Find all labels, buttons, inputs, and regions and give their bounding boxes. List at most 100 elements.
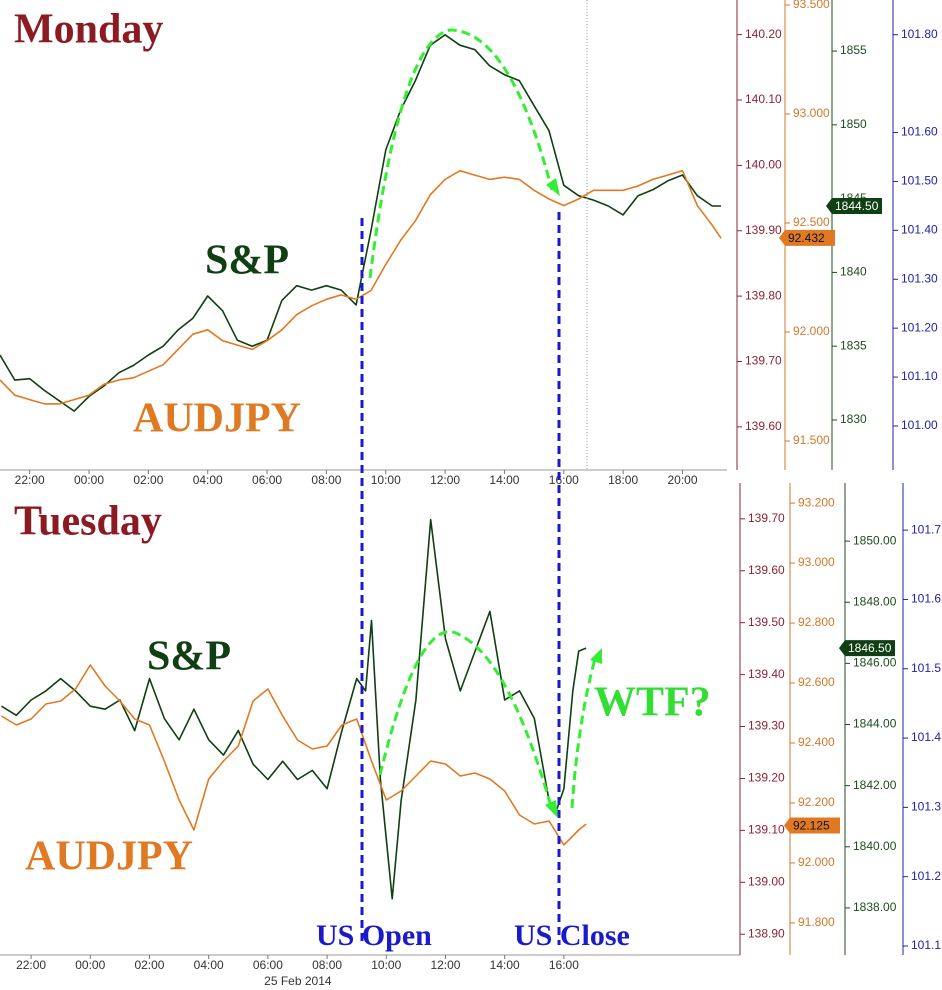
chart-title: Monday	[14, 7, 163, 53]
x-tick-label: 00:00	[75, 958, 105, 972]
y-tick-label: 1838.00	[853, 900, 897, 914]
y-tick-label: 140.20	[745, 27, 782, 41]
y-tick-label: 101.00	[901, 418, 938, 432]
series-line	[0, 169, 722, 405]
y-tick-label: 101.80	[901, 27, 938, 41]
x-tick-label: 16:00	[549, 958, 579, 972]
y-tick-label: 101.50	[901, 174, 938, 188]
last-value-label: 92.125	[793, 819, 830, 833]
x-tick-label: 02:00	[133, 473, 163, 487]
series-label: AUDJPY	[25, 834, 193, 880]
y-tick-label: 101.30	[901, 271, 938, 285]
y-tick-label: 1850.00	[853, 533, 897, 547]
y-tick-label: 1842.00	[853, 778, 897, 792]
y-tick-label: 139.60	[748, 563, 785, 577]
y-tick-label: 139.30	[748, 719, 785, 733]
y-tick-label: 92.400	[798, 735, 835, 749]
x-tick-label: 16:00	[549, 473, 579, 487]
y-tick-label: 101.4	[911, 730, 941, 744]
x-tick-label: 02:00	[134, 958, 164, 972]
y-tick-label: 1844.00	[853, 717, 897, 731]
y-tick-label: 92.200	[798, 795, 835, 809]
trend-arrows	[368, 28, 598, 811]
y-tick-label: 1830	[840, 412, 867, 426]
y-tick-label: 140.10	[745, 92, 782, 106]
y-tick-label: 92.000	[793, 324, 830, 338]
y-tick-label: 101.6	[911, 592, 941, 606]
trend-arrow	[378, 630, 554, 811]
y-tick-label: 139.40	[748, 667, 785, 681]
x-tick-label: 08:00	[312, 958, 342, 972]
y-tick-label: 101.2	[911, 869, 941, 883]
annotation: US Close	[514, 919, 630, 952]
y-tick-label: 139.20	[748, 771, 785, 785]
y-tick-label: 139.70	[748, 511, 785, 525]
y-tick-label: 139.60	[745, 419, 782, 433]
y-tick-label: 93.000	[798, 555, 835, 569]
x-tick-label: 14:00	[489, 473, 519, 487]
y-tick-label: 1840	[840, 265, 867, 279]
y-tick-label: 101.60	[901, 125, 938, 139]
y-tick-label: 1855	[840, 43, 867, 57]
y-tick-label: 91.500	[793, 433, 830, 447]
chart-title: Tuesday	[14, 499, 162, 545]
y-tick-label: 1848.00	[853, 594, 897, 608]
y-tick-label: 1840.00	[853, 839, 897, 853]
arrow-heads	[545, 178, 602, 818]
last-value-tag	[826, 198, 882, 215]
y-tick-label: 101.40	[901, 223, 938, 237]
last-value-label: 1844.50	[835, 199, 879, 213]
last-value-label: 1846.50	[848, 641, 892, 655]
y-tick-label: 139.10	[748, 823, 785, 837]
x-tick-label: 04:00	[194, 958, 224, 972]
arrow-head	[546, 178, 560, 196]
y-tick-label: 1835	[840, 338, 867, 352]
series-label: S&P	[147, 634, 231, 680]
x-tick-label: 12:00	[430, 473, 460, 487]
series-line	[1, 664, 587, 846]
trend-arrow	[368, 28, 554, 279]
x-tick-label: 10:00	[371, 958, 401, 972]
y-tick-label: 101.3	[911, 800, 941, 814]
date-label: 25 Feb 2014	[264, 974, 332, 988]
y-tick-label: 101.1	[911, 938, 941, 952]
series-label: AUDJPY	[133, 396, 301, 442]
last-value-tag	[784, 817, 840, 834]
y-tick-label: 139.50	[748, 615, 785, 629]
y-tick-label: 139.90	[745, 223, 782, 237]
last-value-tag	[779, 229, 835, 246]
annotation: WTF?	[594, 680, 711, 726]
y-tick-label: 139.80	[745, 288, 782, 302]
y-tick-label: 92.600	[798, 675, 835, 689]
x-tick-label: 08:00	[311, 473, 341, 487]
x-tick-label: 12:00	[430, 958, 460, 972]
y-tick-label: 91.800	[798, 915, 835, 929]
x-tick-label: 18:00	[608, 473, 638, 487]
x-tick-label: 22:00	[16, 958, 46, 972]
x-tick-label: 00:00	[74, 473, 104, 487]
y-tick-label: 139.70	[745, 354, 782, 368]
y-tick-label: 101.10	[901, 369, 938, 383]
last-value-tag	[839, 640, 895, 657]
arrow-head	[590, 648, 602, 664]
y-tick-label: 138.90	[748, 926, 785, 940]
x-tick-label: 06:00	[253, 958, 283, 972]
y-tick-label: 93.200	[798, 495, 835, 509]
x-tick-label: 20:00	[667, 473, 697, 487]
x-tick-label: 14:00	[490, 958, 520, 972]
series-line	[0, 34, 722, 412]
arrow-head	[545, 800, 558, 818]
x-tick-label: 06:00	[252, 473, 282, 487]
y-tick-label: 101.7	[911, 522, 941, 536]
y-tick-label: 101.20	[901, 320, 938, 334]
x-tick-label: 10:00	[371, 473, 401, 487]
y-tick-label: 92.000	[798, 855, 835, 869]
x-tick-label: 22:00	[15, 473, 45, 487]
y-tick-label: 92.500	[793, 215, 830, 229]
annotation: US Open	[316, 919, 432, 952]
x-tick-label: 04:00	[193, 473, 223, 487]
y-tick-label: 1850	[840, 117, 867, 131]
y-tick-label: 139.00	[748, 874, 785, 888]
panel: 22:00 00:00 02:00 04:00 06:00 08:00 10:00 12:00…	[0, 0, 938, 487]
